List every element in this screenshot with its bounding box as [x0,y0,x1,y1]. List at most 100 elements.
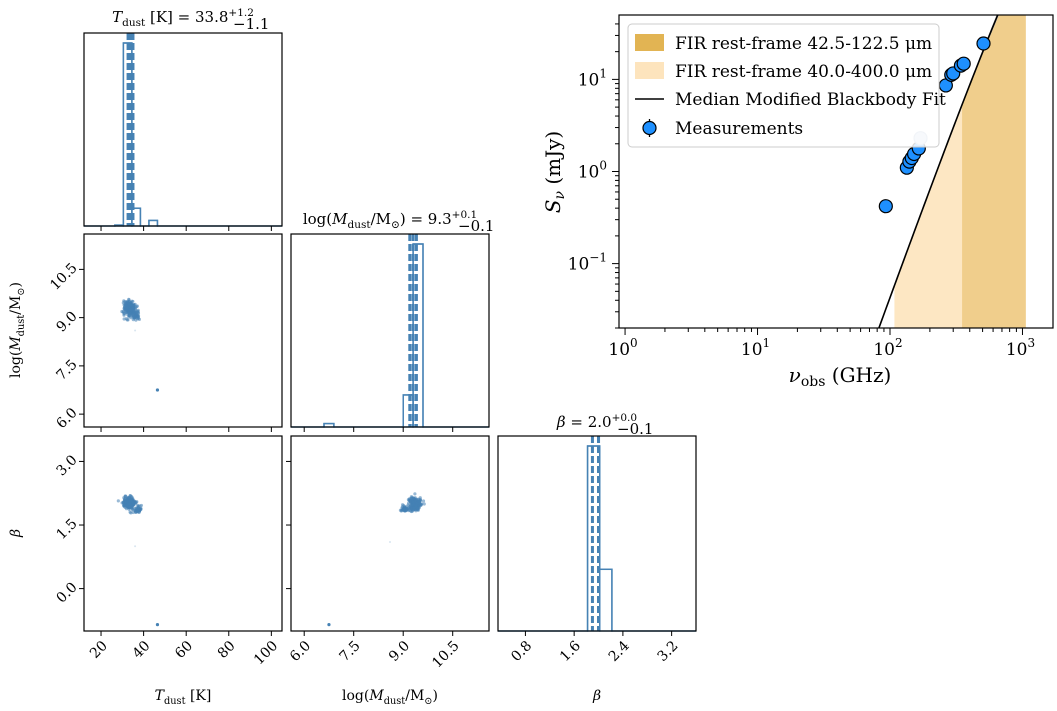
title-log-mdust: log(Mdust/M⊙) = 9.3+0.1 [303,209,477,231]
measurement-point [956,56,971,71]
x-tick-label: 2.4 [606,638,633,665]
title-beta: β = 2.0+0.0 [556,412,637,431]
sample-point [127,495,131,499]
ylabel-beta: β [8,529,24,538]
sample-point [421,499,426,503]
panel-frame [83,233,283,428]
sample-point [132,316,136,320]
title-log-mdust-minus: −0.1 [458,217,494,235]
sample-point [415,506,419,510]
sed-xlabel: νobs (GHz) [789,363,892,390]
panel-frame [290,435,490,632]
xlabel-beta: β [592,688,601,704]
x-tick-label: 6.0 [287,638,314,665]
sample-point [419,503,423,508]
title-beta-minus: −0.1 [617,420,653,438]
sample-point [413,498,418,502]
outlier-point [327,623,331,627]
title-t-dust-minus: −1.1 [233,15,269,33]
sample-point [131,312,136,316]
panel-frame [83,32,283,227]
ylabel-log-mdust: log(Mdust/M⊙) [8,282,27,378]
sample-point [414,503,418,507]
y-tick-label: 9.0 [54,308,81,335]
sed-x-tick-label: 103 [1006,336,1035,360]
sample-point [417,506,421,510]
median-fit-line [878,15,999,328]
panel-frame [83,435,283,632]
x-tick-label: 40 [130,638,154,662]
legend-label-fit: Median Modified Blackbody Fit [675,90,946,110]
legend-box [627,23,940,148]
sample-point [122,498,126,503]
fir-narrow-region [962,15,1026,328]
corner-panel-0 [83,32,283,231]
corner-plot: 0.8 1.6 2.4 3.2 6.0 7.5 9.0 10.5 0.0 1.5 3.0 20 40 60… [8,7,697,707]
y-tick-label: 7.5 [54,357,81,384]
sample-point [409,503,414,507]
y-tick-label: 0.0 [54,579,81,606]
x-tick-label: 0.8 [508,638,535,665]
histogram-bar [599,568,613,632]
sample-point [127,315,131,319]
sed-plot: 100 101 102 103 10−1 100 101 νobs (GHz) Sν (mJy)… [541,14,1054,390]
sample-point [129,308,133,312]
sample-point [411,508,415,512]
x-tick-label: 80 [215,638,239,662]
outlier-point [134,545,137,548]
sample-point [116,499,120,503]
y-tick-label: 10.5 [47,260,80,293]
sample-point [126,499,130,504]
outlier-point [389,540,391,543]
sample-point [402,507,406,511]
sed-y-tick-label: 101 [578,66,607,90]
legend-swatch-fir-wide [635,62,664,79]
sample-point [412,505,416,510]
legend-label-fir-wide: FIR rest-frame 40.0-400.0 μm [675,62,932,82]
x-tick-label: 7.5 [337,638,364,665]
histogram-step [84,42,282,227]
x-tick-label: 60 [172,638,196,662]
sed-x-tick-label: 100 [608,336,637,360]
sed-legend: FIR rest-frame 42.5-122.5 μm FIR rest-fra… [627,23,946,148]
title-t-dust: Tdust [K] = 33.8+1.2 [112,7,254,29]
outlier-point [155,623,160,627]
sample-point [134,500,138,505]
corner-panel-3: 6.0 7.5 9.0 10.5 [47,233,283,432]
y-tick-label: 3.0 [54,452,81,479]
histogram-step [291,243,489,428]
sample-point [136,314,140,319]
sample-point [125,318,129,322]
sample-point [124,306,129,310]
sample-point [122,312,126,316]
sample-point [408,499,412,503]
x-tick-label: 1.6 [557,638,584,665]
sed-x-tick-label: 102 [873,336,902,360]
sed-ylabel: Sν (mJy) [541,131,568,213]
sample-point [122,317,126,321]
sample-point [128,510,132,514]
x-tick-label: 20 [87,638,111,662]
measurement-point [878,199,893,214]
sample-point [137,510,141,514]
x-tick-label: 3.2 [654,638,681,665]
sed-y-tick-label: 10−1 [568,251,607,275]
sample-point [124,504,129,508]
sample-point [401,503,405,507]
sample-point [411,500,415,504]
sample-point [130,303,134,307]
sample-point [413,492,417,496]
sample-point [127,301,131,306]
legend-label-fir-narrow: FIR rest-frame 42.5-122.5 μm [675,34,932,54]
sample-point [131,497,135,501]
corner-panel-2: 0.8 1.6 2.4 3.2 [497,435,697,665]
histogram-bar [148,219,159,227]
x-tick-label: 10.5 [429,638,462,671]
sed-plot-area [878,15,1026,328]
sample-point [131,508,135,512]
sample-point [121,503,126,508]
panel-frame [497,435,697,632]
y-tick-label: 1.5 [54,516,81,543]
y-tick-label: 6.0 [54,405,81,432]
